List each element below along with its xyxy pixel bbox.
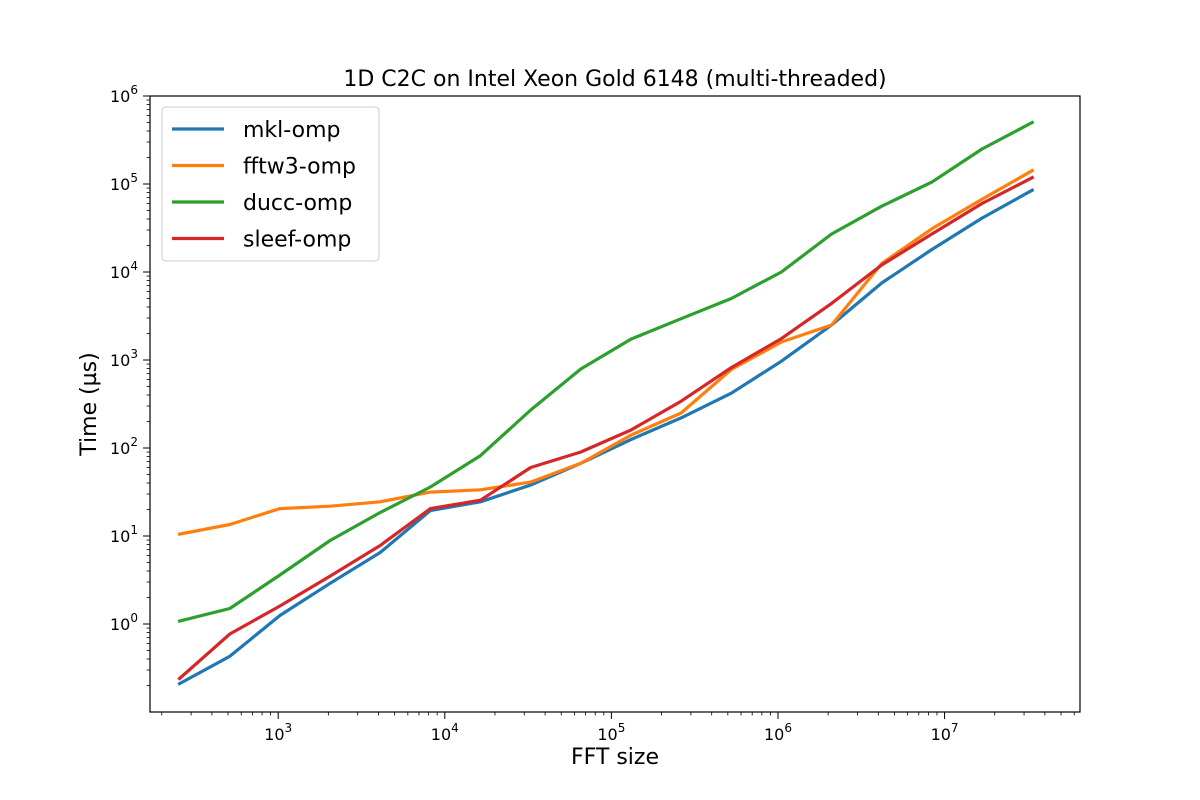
y-tick-label-base: 10	[110, 87, 130, 106]
series-line-ducc-omp	[177, 120, 1035, 624]
y-tick-label-base: 10	[110, 439, 130, 458]
plot-frame	[149, 95, 1081, 713]
series-line-fftw3-omp	[177, 168, 1035, 536]
y-tick-label: 102	[110, 435, 138, 458]
x-tick-label: 107	[931, 721, 959, 744]
y-tick-label-exponent: 3	[130, 347, 138, 361]
x-tick-label-exponent: 3	[285, 721, 293, 735]
y-tick-label-exponent: 1	[130, 523, 138, 537]
y-tick-label-base: 10	[110, 527, 130, 546]
series-layer	[177, 120, 1035, 686]
y-tick-label: 106	[110, 83, 138, 106]
y-tick-label: 105	[110, 171, 138, 194]
x-axis-label: FFT size	[571, 745, 659, 770]
y-tick-label: 100	[110, 611, 138, 634]
x-tick-label-exponent: 7	[951, 721, 959, 735]
legend: mkl-omp fftw3-omp ducc-omp sleef-omp	[161, 106, 380, 262]
x-tick-label-base: 10	[764, 725, 784, 744]
y-tick-label-base: 10	[110, 615, 130, 634]
series-line-sleef-omp	[177, 175, 1035, 681]
y-tick-label-base: 10	[110, 263, 130, 282]
series-line-mkl-omp	[177, 188, 1035, 686]
y-tick-label-base: 10	[110, 175, 130, 194]
chart-title: 1D C2C on Intel Xeon Gold 6148 (multi-th…	[343, 67, 886, 92]
legend-label-mkl-omp: mkl-omp	[243, 118, 341, 143]
y-tick-label: 103	[110, 347, 138, 370]
x-tick-label: 105	[597, 721, 625, 744]
x-tick-label-base: 10	[431, 725, 451, 744]
y-tick-label-exponent: 5	[130, 171, 138, 185]
legend-label-ducc-omp: ducc-omp	[243, 191, 352, 216]
legend-label-fftw3-omp: fftw3-omp	[243, 155, 356, 180]
x-tick-label-exponent: 5	[618, 721, 626, 735]
legend-box	[161, 106, 380, 262]
x-tick-label: 104	[431, 721, 459, 744]
y-tick-label: 104	[110, 259, 138, 282]
legend-label-sleef-omp: sleef-omp	[243, 228, 351, 253]
y-tick-label-exponent: 6	[130, 83, 138, 97]
y-tick-label-exponent: 4	[130, 259, 138, 273]
x-tick-label: 106	[764, 721, 792, 744]
y-tick-label-exponent: 0	[130, 611, 138, 625]
x-tick-label-base: 10	[264, 725, 284, 744]
x-tick-label-base: 10	[597, 725, 617, 744]
y-tick-label-exponent: 2	[130, 435, 138, 449]
x-tick-label: 103	[264, 721, 292, 744]
x-tick-label-exponent: 4	[451, 721, 459, 735]
x-tick-label-base: 10	[931, 725, 951, 744]
y-tick-label-base: 10	[110, 351, 130, 370]
y-axis-label: Time (µs)	[77, 352, 102, 456]
x-tick-label-exponent: 6	[784, 721, 792, 735]
x-axis-ticks: 103 104 105 106 107	[161, 712, 1075, 744]
y-tick-label: 101	[110, 523, 138, 546]
